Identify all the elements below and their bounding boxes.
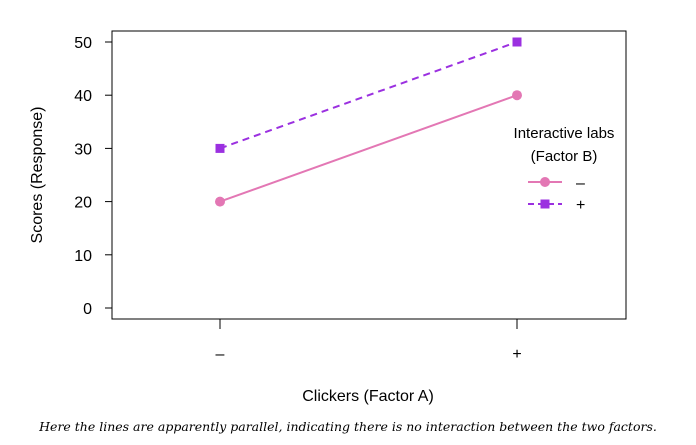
legend-label-0: –	[576, 175, 585, 192]
y-tick-label: 40	[74, 88, 92, 105]
series-line-0	[219, 94, 518, 203]
series-layer	[215, 37, 522, 207]
legend-marker	[540, 177, 550, 187]
y-tick-label: 30	[74, 141, 92, 158]
legend-title-line2: (Factor B)	[531, 148, 598, 165]
data-point	[512, 37, 522, 47]
y-tick-label: 50	[74, 35, 92, 52]
y-axis-label: Scores (Response)	[29, 107, 46, 244]
legend: Interactive labs (Factor B) – +	[514, 125, 615, 214]
legend-label-1: +	[576, 197, 585, 214]
data-point	[512, 90, 522, 101]
data-point	[215, 196, 225, 207]
figure-caption: Here the lines are apparently parallel, …	[39, 419, 657, 434]
legend-title-line1: Interactive labs	[514, 125, 615, 142]
x-tick-label: –	[216, 346, 225, 363]
y-tick-label: 10	[74, 248, 92, 265]
y-tick-label: 20	[74, 195, 92, 212]
series-line-1	[219, 41, 518, 150]
plot-frame	[111, 30, 627, 320]
x-axis-label: Clickers (Factor A)	[302, 388, 434, 405]
y-tick-label: 0	[83, 301, 92, 318]
data-point	[215, 143, 225, 153]
x-axis: – +	[216, 319, 522, 363]
x-tick-label: +	[512, 346, 521, 363]
y-axis: 0 10 20 30 40 50	[74, 35, 112, 318]
legend-marker	[540, 199, 550, 209]
